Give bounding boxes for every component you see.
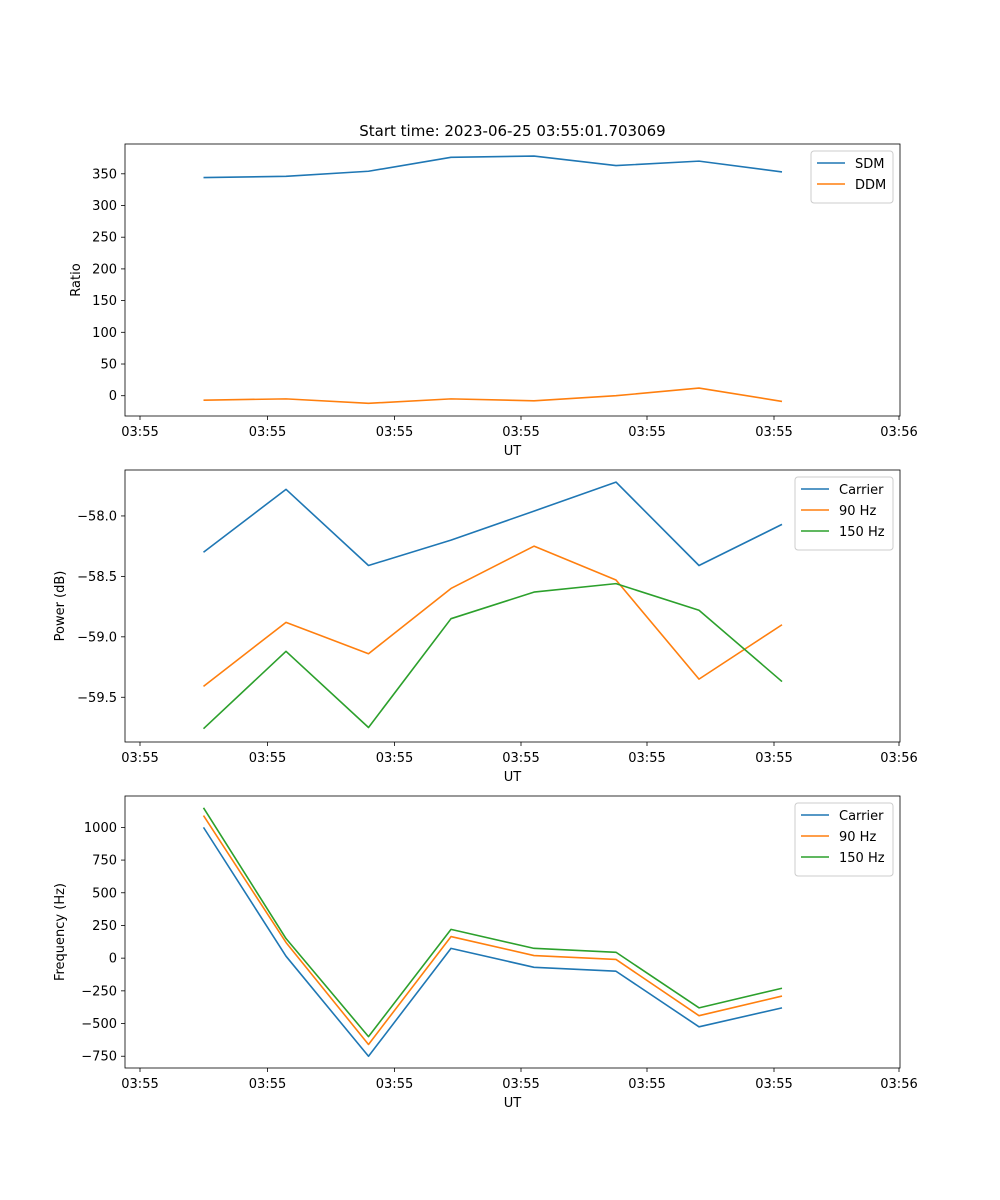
axes-frame bbox=[124, 469, 901, 743]
x-tick-label: 03:55 bbox=[121, 751, 158, 766]
series-line-sdm bbox=[203, 155, 783, 179]
legend-label: DDM bbox=[855, 178, 886, 193]
y-tick-label: −750 bbox=[81, 1050, 117, 1065]
y-tick-label: 0 bbox=[109, 952, 117, 967]
series-line-carrier bbox=[202, 826, 783, 1058]
y-tick-label: 0 bbox=[109, 389, 117, 404]
y-tick-label: 50 bbox=[100, 358, 117, 373]
y-tick-label: 350 bbox=[92, 167, 117, 182]
y-tick-label: 250 bbox=[92, 919, 117, 934]
legend-frame bbox=[810, 150, 894, 204]
legend: Carrier 90 Hz 150 Hz bbox=[794, 802, 894, 877]
x-tick-label: 03:55 bbox=[376, 1077, 413, 1092]
x-tick-label: 03:55 bbox=[249, 425, 286, 440]
x-tick-label: 03:55 bbox=[249, 1077, 286, 1092]
legend-label: 90 Hz bbox=[839, 504, 876, 519]
x-tick-label: 03:55 bbox=[755, 1077, 792, 1092]
legend-label: 150 Hz bbox=[839, 525, 885, 540]
y-tick-label: 150 bbox=[92, 294, 117, 309]
x-tick-label: 03:55 bbox=[628, 1077, 665, 1092]
figure-title: Start time: 2023-06-25 03:55:01.703069 bbox=[359, 122, 665, 140]
y-tick-label: 1000 bbox=[84, 821, 117, 836]
y-tick-label: −58.0 bbox=[77, 509, 117, 524]
axes-frame bbox=[124, 795, 901, 1069]
frequency-chart-panel: −750 −500 −250 0 250 500 750 1000 03:55 03:55 03:5… bbox=[53, 795, 918, 1111]
legend-label: 90 Hz bbox=[839, 830, 876, 845]
x-tick-label: 03:55 bbox=[121, 1077, 158, 1092]
series-line-90-hz bbox=[203, 545, 783, 688]
x-tick-label: 03:56 bbox=[880, 751, 917, 766]
axes-frame bbox=[124, 143, 901, 417]
y-tick-label: −59.0 bbox=[77, 630, 117, 645]
series-line-150-hz bbox=[202, 807, 783, 1038]
y-tick-label: 200 bbox=[92, 262, 117, 277]
x-axis-label: UT bbox=[504, 444, 522, 459]
x-tick-label: 03:55 bbox=[502, 751, 539, 766]
x-tick-label: 03:55 bbox=[628, 751, 665, 766]
y-tick-label: 100 bbox=[92, 326, 117, 341]
legend-label: 150 Hz bbox=[839, 851, 885, 866]
x-axis-label: UT bbox=[504, 1096, 522, 1111]
legend-label: Carrier bbox=[839, 809, 884, 824]
series-line-150-hz bbox=[202, 582, 783, 730]
y-axis-label: Frequency (Hz) bbox=[53, 883, 68, 981]
legend-label: SDM bbox=[855, 157, 884, 172]
y-axis-label: Ratio bbox=[69, 263, 84, 296]
y-tick-label: 750 bbox=[92, 854, 117, 869]
x-tick-label: 03:55 bbox=[755, 751, 792, 766]
x-tick-label: 03:55 bbox=[249, 751, 286, 766]
x-tick-label: 03:55 bbox=[502, 1077, 539, 1092]
series-line-90-hz bbox=[202, 815, 783, 1046]
legend: SDM DDM bbox=[810, 150, 894, 204]
power-chart-panel: −59.5 −59.0 −58.5 −58.0 03:55 03:55 03:55 03:55… bbox=[53, 469, 918, 785]
y-tick-label: 250 bbox=[92, 231, 117, 246]
y-tick-label: 300 bbox=[92, 199, 117, 214]
y-axis-label: Power (dB) bbox=[53, 571, 68, 642]
x-axis-label: UT bbox=[504, 770, 522, 785]
y-tick-label: −58.5 bbox=[77, 570, 117, 585]
x-tick-label: 03:55 bbox=[502, 425, 539, 440]
x-tick-label: 03:55 bbox=[755, 425, 792, 440]
x-tick-label: 03:55 bbox=[376, 751, 413, 766]
y-tick-label: −250 bbox=[81, 984, 117, 999]
legend: Carrier 90 Hz 150 Hz bbox=[794, 476, 894, 551]
legend-label: Carrier bbox=[839, 483, 884, 498]
x-tick-label: 03:56 bbox=[880, 1077, 917, 1092]
x-tick-label: 03:55 bbox=[121, 425, 158, 440]
x-tick-label: 03:56 bbox=[880, 425, 917, 440]
y-tick-label: −500 bbox=[81, 1017, 117, 1032]
y-tick-label: −59.5 bbox=[77, 691, 117, 706]
y-tick-label: 500 bbox=[92, 886, 117, 901]
x-tick-label: 03:55 bbox=[376, 425, 413, 440]
series-line-carrier bbox=[203, 481, 783, 567]
series-line-ddm bbox=[203, 387, 783, 405]
ratio-chart-panel: 0 50 100 150 200 250 300 350 03:55 03:55 03:55 03:5… bbox=[69, 143, 918, 459]
x-tick-label: 03:55 bbox=[628, 425, 665, 440]
